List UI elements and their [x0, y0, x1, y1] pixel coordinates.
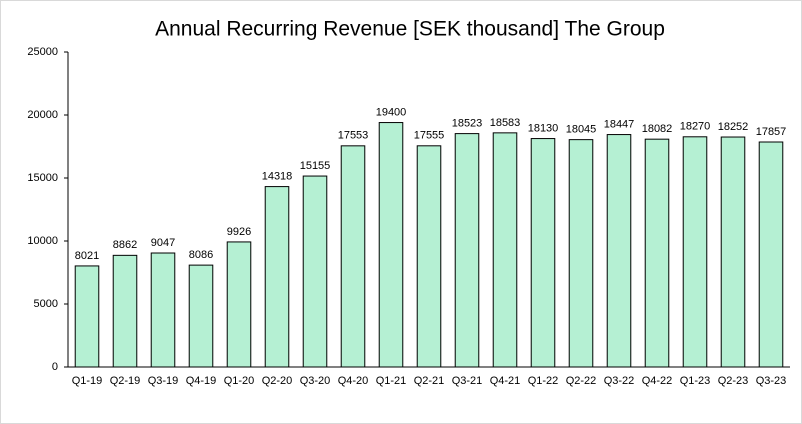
bar: [264, 186, 290, 368]
x-tick-label: Q3-19: [148, 375, 179, 387]
chart-title: Annual Recurring Revenue [SEK thousand] …: [155, 18, 665, 41]
bar: [226, 241, 252, 368]
x-tick-label: Q2-19: [110, 375, 141, 387]
x-tick-label: Q1-21: [376, 375, 407, 387]
x-tick-label: Q1-22: [528, 375, 559, 387]
x-tick-label: Q4-22: [642, 375, 673, 387]
y-tick-label: 15000: [27, 172, 58, 184]
x-tick-label: Q2-23: [718, 375, 749, 387]
x-tick-label: Q4-21: [490, 375, 521, 387]
y-tick-label: 5000: [34, 298, 58, 310]
data-label: 17857: [756, 126, 787, 138]
bar: [720, 136, 746, 368]
bar: [302, 175, 328, 368]
data-label: 18045: [566, 124, 597, 136]
x-tick-label: Q1-23: [680, 375, 711, 387]
x-tick-label: Q1-20: [224, 375, 255, 387]
bar: [74, 265, 100, 368]
data-label: 18447: [604, 118, 635, 130]
bar: [188, 264, 214, 368]
data-label: 14318: [262, 170, 293, 182]
bar: [454, 133, 480, 368]
data-label: 8086: [189, 249, 213, 261]
data-label: 8862: [113, 239, 137, 251]
x-tick-label: Q2-21: [414, 375, 445, 387]
y-tick-label: 10000: [27, 235, 58, 247]
x-tick-label: Q2-22: [566, 375, 597, 387]
x-tick-label: Q3-23: [756, 375, 787, 387]
bar: [606, 134, 632, 368]
data-label: 18270: [680, 121, 711, 133]
y-tick-label: 25000: [27, 46, 58, 58]
bar: [682, 136, 708, 368]
bar: [112, 254, 138, 368]
x-tick-label: Q4-19: [186, 375, 217, 387]
data-label: 18130: [528, 122, 559, 134]
x-tick-label: Q3-22: [604, 375, 635, 387]
bar: [416, 145, 442, 368]
x-tick-label: Q3-20: [300, 375, 331, 387]
x-tick-label: Q2-20: [262, 375, 293, 387]
data-label: 17553: [338, 130, 369, 142]
bar: [492, 132, 518, 368]
x-tick-label: Q4-20: [338, 375, 369, 387]
bar: [150, 252, 176, 368]
x-tick-label: Q1-19: [72, 375, 103, 387]
bar: [378, 122, 404, 368]
data-label: 9047: [151, 237, 175, 249]
bar: [530, 138, 556, 368]
data-label: 8021: [75, 250, 99, 262]
data-label: 18082: [642, 123, 673, 135]
x-tick-label: Q3-21: [452, 375, 483, 387]
bar: [758, 141, 784, 368]
data-label: 18583: [490, 117, 521, 129]
data-label: 18523: [452, 118, 483, 130]
y-tick-label: 20000: [27, 109, 58, 121]
data-label: 9926: [227, 226, 251, 238]
y-tick-label: 0: [52, 361, 58, 373]
data-label: 19400: [376, 106, 407, 118]
bar: [568, 139, 594, 368]
bar: [340, 145, 366, 368]
bar: [644, 138, 670, 368]
data-label: 18252: [718, 121, 749, 133]
data-label: 17555: [414, 130, 445, 142]
data-label: 15155: [300, 160, 331, 172]
